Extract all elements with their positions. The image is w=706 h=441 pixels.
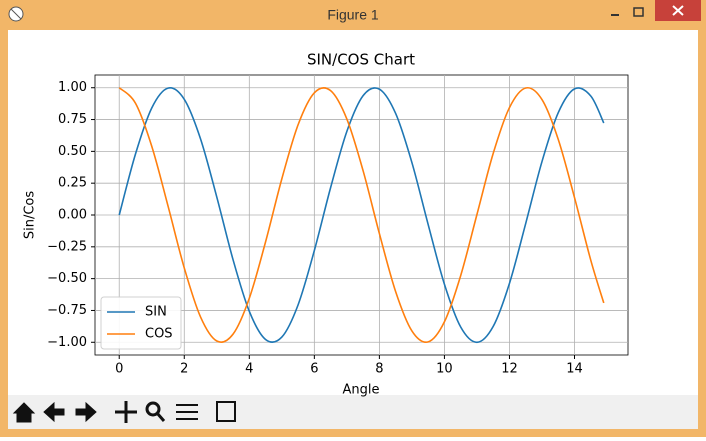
back-button[interactable] xyxy=(43,401,65,423)
x-tick-label: 12 xyxy=(501,362,518,377)
y-tick-label: 1.00 xyxy=(58,80,87,95)
x-tick-label: 4 xyxy=(245,362,253,377)
save-button[interactable] xyxy=(216,401,236,422)
x-tick-label: 6 xyxy=(310,362,318,377)
home-button[interactable] xyxy=(12,402,36,423)
x-tick-label: 0 xyxy=(115,362,123,377)
legend-box xyxy=(100,296,182,350)
y-tick-label: 0.25 xyxy=(58,176,87,191)
zoom-button[interactable] xyxy=(145,401,166,422)
y-axis-label: Sin/Cos xyxy=(23,191,38,240)
series-line xyxy=(118,87,605,344)
y-tick-label: −1.00 xyxy=(47,335,87,350)
y-tick-label: 0.50 xyxy=(58,144,87,159)
x-tick-label: 2 xyxy=(180,362,188,377)
y-tick-label: −0.75 xyxy=(47,303,87,318)
chart-title: SIN/COS Chart xyxy=(307,51,415,69)
y-tick-label: −0.50 xyxy=(47,271,87,286)
y-tick-label: 0.75 xyxy=(58,112,87,127)
app-icon xyxy=(8,6,24,22)
close-button[interactable] xyxy=(655,0,701,21)
maximize-button[interactable] xyxy=(633,7,644,17)
x-axis-label: Angle xyxy=(343,383,380,398)
x-tick-label: 14 xyxy=(566,362,583,377)
configure-button[interactable] xyxy=(176,404,198,420)
y-tick-label: 0.00 xyxy=(58,208,87,223)
pan-button[interactable] xyxy=(115,401,137,423)
window-title: Figure 1 xyxy=(327,7,379,23)
forward-button[interactable] xyxy=(75,401,97,423)
legend-label: COS xyxy=(145,327,173,342)
y-tick-label: −0.25 xyxy=(47,239,87,254)
toolbar-icons xyxy=(12,401,236,423)
legend-label: SIN xyxy=(145,305,167,320)
x-tick-label: 10 xyxy=(436,362,453,377)
series-line xyxy=(118,86,605,343)
x-tick-label: 8 xyxy=(375,362,383,377)
toolbar xyxy=(8,395,698,429)
